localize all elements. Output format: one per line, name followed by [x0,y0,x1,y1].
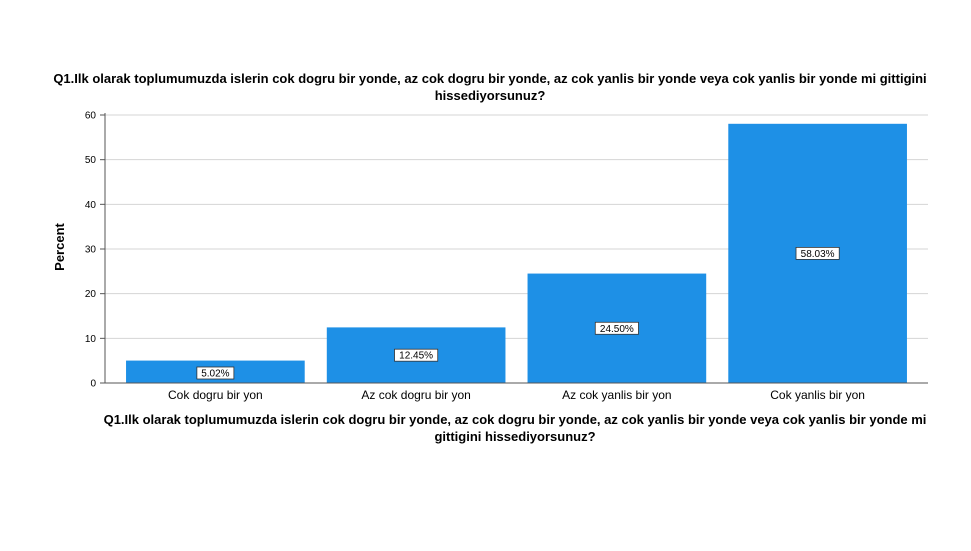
x-tick-label: Cok dogru bir yon [168,388,263,402]
data-label: 5.02% [201,369,229,380]
data-label: 24.50% [600,324,634,335]
x-axis-ticks: Cok dogru bir yon Az cok dogru bir yon Az … [168,388,865,402]
data-label: 58.03% [801,249,835,260]
y-axis-ticks: 0 10 20 30 40 50 60 [85,111,105,390]
y-tick-label: 20 [85,289,97,300]
y-tick-label: 40 [85,200,97,211]
data-label-box [594,321,639,335]
data-label-box [795,246,840,260]
y-tick-label: 50 [85,155,97,166]
y-tick-label: 0 [90,379,96,390]
data-label-box [196,366,235,380]
y-tick-label: 30 [85,245,97,256]
x-axis-title: Q1.Ilk olarak toplumumuzda islerin cok d… [103,412,927,444]
x-tick-label: Az cok dogru bir yon [361,388,470,402]
axes [104,113,928,384]
x-tick-label: Cok yanlis bir yon [770,388,865,402]
y-axis-title: Percent [52,222,67,270]
data-label-box [394,348,439,362]
y-tick-label: 60 [85,111,97,122]
data-label: 12.45% [399,351,433,362]
y-tick-label: 10 [85,334,97,345]
data-labels: 5.02% 12.45% 24.50% 58.03% [196,246,840,380]
bars [126,123,907,384]
chart-title: Q1.Ilk olarak toplumumuzda islerin cok d… [53,71,927,103]
x-tick-label: Az cok yanlis bir yon [562,388,671,402]
